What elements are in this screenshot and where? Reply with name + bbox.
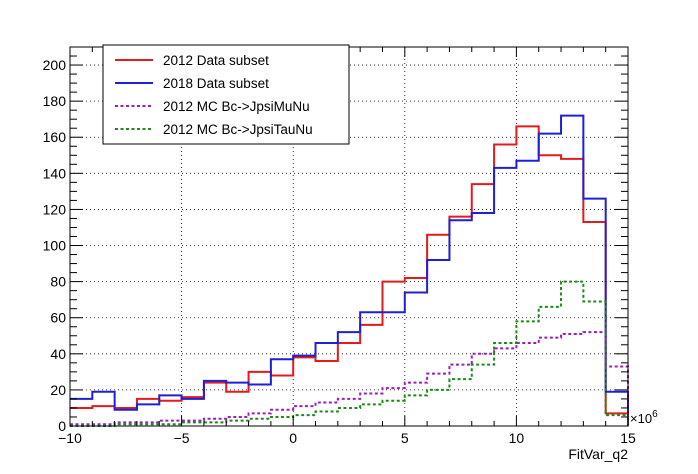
series-layer bbox=[70, 114, 629, 427]
axis-ticks bbox=[69, 46, 629, 427]
x-axis-multiplier: ×106 bbox=[630, 409, 658, 426]
y-tick-label: 120 bbox=[43, 201, 67, 217]
legend: 2012 Data subset 2018 Data subset 2012 MC … bbox=[102, 44, 350, 145]
x-axis-title: FitVar_q2 bbox=[568, 446, 628, 462]
legend-label-3: 2012 MC Bc->JpsiTauNu bbox=[163, 122, 313, 137]
series-line-3 bbox=[70, 280, 629, 427]
legend-label-0: 2012 Data subset bbox=[163, 53, 269, 68]
y-tick-label: 60 bbox=[50, 310, 66, 326]
axis-tick-labels: −10 −5 0 5 10 15 0 20 40 60 80 100 120 140 160 180 200 bbox=[43, 57, 636, 446]
series-line-2 bbox=[70, 331, 629, 426]
y-tick-label: 140 bbox=[43, 165, 67, 181]
y-tick-label: 100 bbox=[43, 238, 67, 254]
legend-label-2: 2012 MC Bc->JpsiMuNu bbox=[163, 99, 310, 114]
x-tick-label: 5 bbox=[401, 430, 409, 446]
y-tick-label: 0 bbox=[58, 418, 66, 434]
y-tick-label: 40 bbox=[50, 346, 66, 362]
legend-label-1: 2018 Data subset bbox=[163, 76, 269, 91]
legend-box bbox=[102, 44, 350, 145]
x-axis-multiplier-base: ×10 bbox=[630, 411, 652, 426]
x-axis-multiplier-exponent: 6 bbox=[652, 409, 658, 420]
y-tick-label: 80 bbox=[50, 274, 66, 290]
x-tick-label: 15 bbox=[620, 430, 636, 446]
x-tick-label: −10 bbox=[58, 430, 82, 446]
y-tick-label: 180 bbox=[43, 93, 67, 109]
series-line-1 bbox=[70, 114, 629, 426]
y-tick-label: 20 bbox=[50, 382, 66, 398]
y-tick-label: 200 bbox=[43, 57, 67, 73]
x-tick-label: 0 bbox=[289, 430, 297, 446]
x-tick-label: −5 bbox=[174, 430, 190, 446]
y-tick-label: 160 bbox=[43, 129, 67, 145]
x-tick-label: 10 bbox=[509, 430, 525, 446]
